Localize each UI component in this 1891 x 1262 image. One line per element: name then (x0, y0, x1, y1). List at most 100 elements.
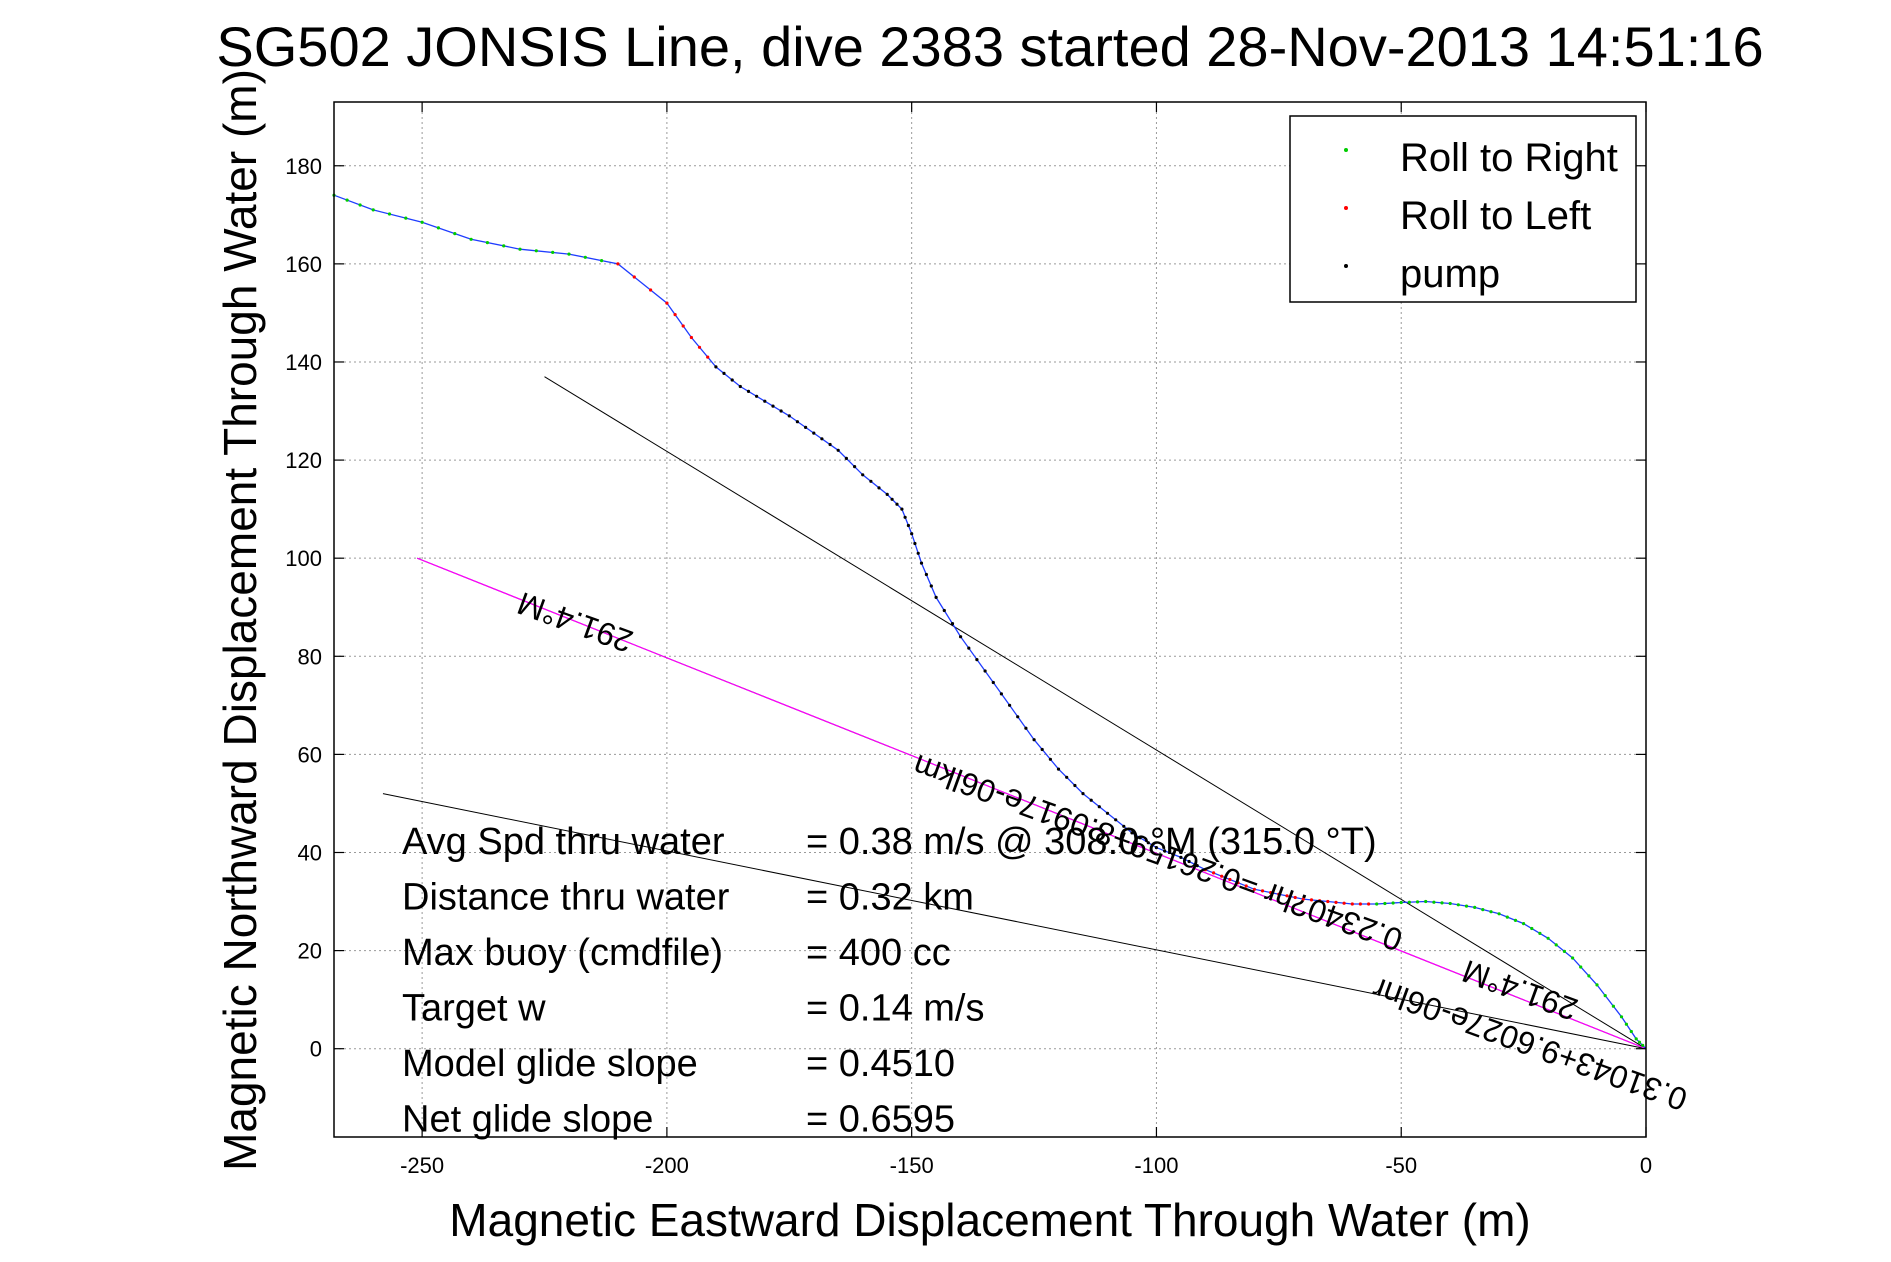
track-marker-roll-to-right (453, 232, 457, 236)
track-marker-pump (942, 608, 946, 613)
track-marker-pump (795, 420, 800, 424)
track-marker-pump (755, 394, 759, 398)
chart-title: SG502 JONSIS Line, dive 2383 started 28-… (216, 15, 1763, 78)
track-marker-pump (820, 437, 824, 441)
track-marker-roll-to-right (1538, 931, 1542, 936)
track-marker-pump (1032, 738, 1036, 742)
track-marker-roll-to-left (1285, 894, 1289, 898)
track-marker-roll-to-right (1571, 956, 1575, 960)
track-marker-roll-to-right (1619, 1015, 1624, 1019)
track-marker-roll-to-right (1440, 901, 1444, 905)
track-marker-roll-to-left (1318, 899, 1322, 903)
track-marker-roll-to-left (1252, 887, 1256, 891)
legend-marker-pump (1344, 264, 1348, 268)
plot-frame (333, 101, 1647, 1138)
track-marker-roll-to-left (1350, 902, 1354, 906)
x-tick-label: -100 (1134, 1153, 1178, 1178)
track-marker-roll-to-right (1595, 983, 1599, 987)
track-marker-pump (910, 532, 914, 536)
track-marker-roll-to-left (1358, 902, 1362, 906)
track-marker-pump (1187, 859, 1191, 864)
track-marker-pump (812, 431, 816, 435)
track-marker-roll-to-right (345, 198, 349, 202)
track-marker-pump (1179, 855, 1183, 860)
track-marker-roll-to-right (1629, 1029, 1633, 1034)
stat-label: Target w (402, 988, 546, 1030)
track-marker-roll-to-left (616, 262, 620, 266)
y-tick-label: 160 (285, 252, 322, 277)
track-marker-pump (1040, 747, 1044, 752)
track-marker-roll-to-right (1489, 910, 1493, 914)
stat-label: Distance thru water (402, 877, 730, 919)
track-marker-pump (895, 502, 899, 506)
reference-line (544, 376, 1647, 1050)
track-marker-pump (1122, 824, 1126, 828)
track-marker-roll-to-right (1399, 900, 1403, 905)
y-tick-label: 0 (310, 1037, 322, 1062)
track-marker-pump (1105, 811, 1110, 815)
track-marker-pump (959, 635, 963, 639)
track-marker-roll-to-right (1415, 900, 1420, 904)
track-marker-roll-to-right (1473, 905, 1477, 910)
track-marker-pump (1073, 783, 1077, 788)
stat-label: Model glide slope (402, 1043, 698, 1085)
stats-block: Avg Spd thru water = 0.38 m/s @ 308.0 °M … (402, 821, 1377, 1141)
track-marker-pump (1056, 767, 1061, 771)
track-marker-roll-to-left (673, 313, 677, 317)
y-tick-label: 100 (285, 546, 322, 571)
track-marker-pump (983, 669, 987, 673)
track-marker-roll-to-right (485, 241, 489, 245)
track-marker-roll-to-right (567, 252, 571, 256)
track-marker-roll-to-right (1546, 936, 1550, 940)
track-marker-pump (746, 389, 751, 393)
x-tick-label: 0 (1640, 1153, 1652, 1178)
track-marker-roll-to-right (1481, 908, 1485, 912)
track-marker-pump (919, 561, 924, 565)
track-marker-roll-to-left (706, 355, 710, 359)
track-marker-roll-to-right (518, 247, 522, 251)
track-marker-pump (861, 473, 865, 477)
track-marker-roll-to-left (1326, 899, 1330, 904)
track-marker-pump (1016, 715, 1020, 719)
track-marker-roll-to-right (358, 203, 362, 207)
track-marker-roll-to-right (551, 250, 555, 254)
track-marker-roll-to-left (1260, 889, 1265, 893)
track-marker-pump (1171, 852, 1175, 856)
track-marker-roll-to-left (649, 288, 653, 292)
track-marker-roll-to-right (1634, 1037, 1638, 1041)
track-marker-roll-to-right (469, 237, 473, 241)
x-tick-label: -50 (1385, 1153, 1417, 1178)
track-marker-pump (950, 622, 955, 626)
legend-label-roll-right: Roll to Right (1400, 136, 1618, 180)
legend-label-roll-left: Roll to Left (1400, 194, 1591, 238)
track-marker-roll-to-right (1641, 1043, 1645, 1047)
track-marker-pump (730, 378, 734, 382)
track-marker-roll-to-left (1220, 874, 1224, 878)
track-marker-pump (900, 507, 904, 511)
track-marker-roll-to-right (1587, 974, 1591, 978)
y-tick-label: 140 (285, 350, 322, 375)
track-marker-pump (844, 456, 849, 460)
track-marker-pump (714, 365, 718, 369)
stat-value: = 0.32 km (806, 877, 974, 919)
track-marker-pump (999, 692, 1004, 696)
track-marker-pump (1081, 792, 1085, 796)
y-tick-label: 120 (285, 448, 322, 473)
plot-content (332, 193, 1647, 1050)
track-marker-roll-to-right (1505, 915, 1509, 919)
track-marker-pump (1195, 864, 1199, 868)
track-marker-pump (787, 414, 791, 418)
track-marker-roll-to-right (600, 259, 604, 263)
track-marker-pump (1154, 846, 1158, 850)
track-marker-roll-to-right (387, 212, 392, 216)
track-marker-roll-to-right (1464, 904, 1469, 908)
track-marker-pump (1138, 836, 1142, 840)
legend-label-pump: pump (1400, 252, 1500, 296)
track-marker-pump (916, 551, 920, 555)
y-tick-label: 180 (285, 154, 322, 179)
track-marker-roll-to-left (681, 324, 685, 328)
track-marker-pump (738, 384, 742, 389)
stat-value: = 400 cc (806, 932, 951, 974)
track-marker-pump (828, 442, 832, 447)
track-marker-roll-to-right (1562, 949, 1566, 954)
